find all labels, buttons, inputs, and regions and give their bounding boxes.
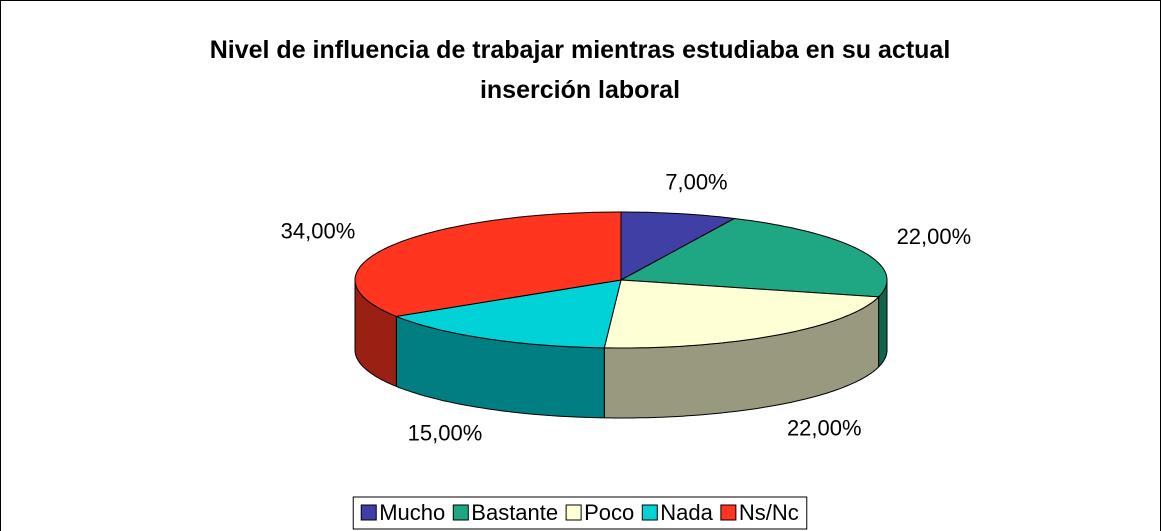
legend-swatch xyxy=(452,504,469,521)
legend-label: Poco xyxy=(584,500,634,525)
data-label: 7,00% xyxy=(665,170,727,195)
legend-swatch xyxy=(720,504,737,521)
slice xyxy=(354,211,622,317)
slice xyxy=(603,279,880,349)
legend-swatch xyxy=(360,504,377,521)
legend: Mucho Bastante Poco Nada Ns/Nc xyxy=(352,496,808,530)
legend-label: Ns/Nc xyxy=(739,500,799,525)
slice xyxy=(394,279,622,349)
data-label: 15,00% xyxy=(408,421,483,446)
data-label: 22,00% xyxy=(787,416,862,441)
legend-label: Bastante xyxy=(471,500,558,525)
legend-label: Mucho xyxy=(379,500,445,525)
data-label: 34,00% xyxy=(281,218,356,243)
legend-swatch xyxy=(565,504,582,521)
legend-swatch xyxy=(641,504,658,521)
legend-label: Nada xyxy=(660,500,713,525)
slice xyxy=(620,211,736,281)
chart-title: Nivel de influencia de trabajar mientras… xyxy=(209,36,951,104)
slice xyxy=(619,217,888,298)
data-label: 22,00% xyxy=(897,224,972,249)
